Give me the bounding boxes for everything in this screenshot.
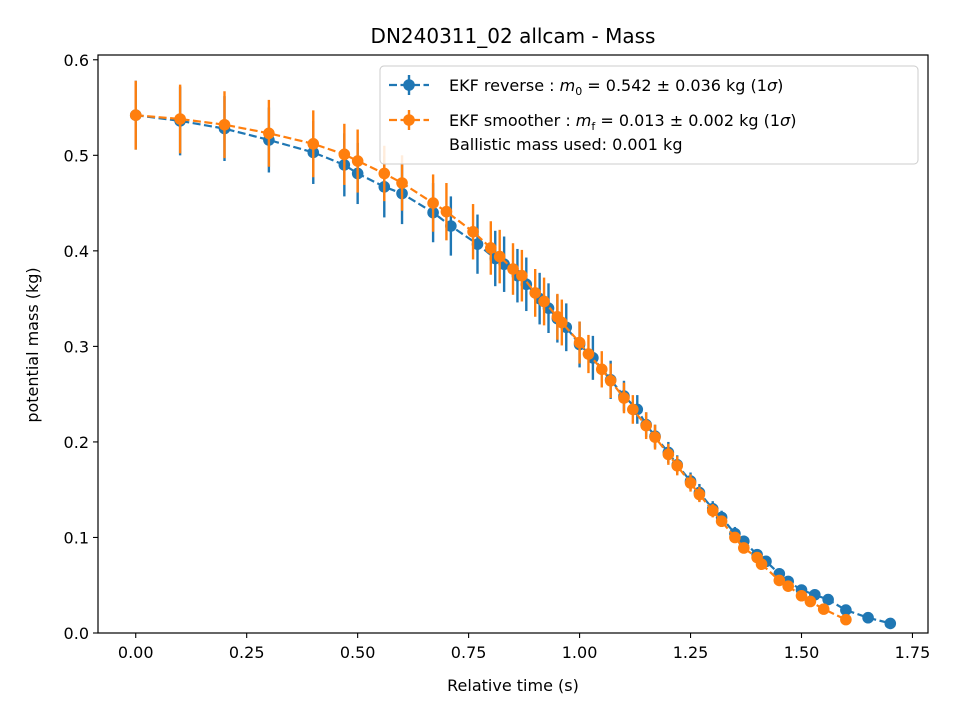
legend-label: EKF reverse : m0 = 0.542 ± 0.036 kg (1σ) <box>449 76 783 98</box>
data-point <box>378 167 391 180</box>
y-axis-ticks: 0.0 0.1 0.2 0.3 0.4 0.5 0.6 <box>64 51 98 643</box>
legend-label-part: f <box>591 120 596 133</box>
legend-marker <box>403 114 415 126</box>
data-point <box>427 197 439 209</box>
data-point <box>396 177 408 189</box>
data-point <box>693 488 706 501</box>
data-point <box>649 431 661 443</box>
data-point <box>263 127 275 140</box>
y-tick-label: 0.5 <box>64 146 89 165</box>
legend-label-part: ) <box>790 111 796 130</box>
legend-label-part: σ <box>780 111 791 130</box>
x-tick-label: 1.75 <box>895 643 931 662</box>
data-point <box>493 250 506 263</box>
data-point <box>604 374 617 387</box>
data-point <box>338 148 351 161</box>
data-point <box>840 604 852 616</box>
legend-label-line2: Ballistic mass used: 0.001 kg <box>449 135 682 154</box>
data-point <box>862 611 874 624</box>
axes-frame <box>97 54 929 634</box>
data-point <box>174 113 186 125</box>
legend-label-part: = 0.013 ± 0.002 kg (1 <box>595 111 780 130</box>
data-point <box>129 109 142 121</box>
data-point <box>671 460 684 472</box>
data-point <box>817 603 830 615</box>
data-point <box>516 269 528 282</box>
data-point <box>782 580 794 592</box>
legend-label-part: ) <box>777 76 783 95</box>
legend-label-part: 0 <box>575 85 582 98</box>
data-point <box>773 574 786 587</box>
data-point <box>351 155 364 167</box>
data-point <box>573 336 586 349</box>
y-tick-label: 0.0 <box>64 624 89 643</box>
x-tick-label: 1.00 <box>562 643 598 662</box>
data-point <box>738 542 750 554</box>
data-point <box>440 205 453 218</box>
x-tick-label: 1.50 <box>784 643 820 662</box>
data-point <box>595 363 608 376</box>
data-point <box>640 419 652 432</box>
legend-label-part: EKF reverse : <box>449 76 560 95</box>
data-point <box>840 613 852 626</box>
data-point <box>795 589 808 602</box>
legend-label-part: m <box>560 76 576 95</box>
series-line <box>135 114 891 625</box>
y-tick-label: 0.1 <box>64 528 89 547</box>
y-tick-label: 0.3 <box>64 337 89 356</box>
series-ekf-smoother <box>129 80 852 626</box>
x-tick-label: 1.25 <box>673 643 709 662</box>
data-point <box>662 448 675 461</box>
legend-label-part: EKF smoother : <box>449 111 576 130</box>
y-tick-label: 0.4 <box>64 242 89 261</box>
legend: EKF reverse : m0 = 0.542 ± 0.036 kg (1σ)… <box>379 65 919 165</box>
data-point <box>755 558 768 571</box>
data-point <box>706 504 719 517</box>
data-point <box>445 220 457 232</box>
data-point <box>218 118 231 131</box>
data-point <box>307 138 320 150</box>
x-tick-label: 0.25 <box>229 643 265 662</box>
data-point <box>471 238 484 250</box>
data-point <box>556 316 568 329</box>
y-tick-label: 0.2 <box>64 433 89 452</box>
legend-box <box>379 65 919 165</box>
data-point <box>538 295 550 308</box>
legend-marker <box>403 79 415 91</box>
data-point <box>507 263 519 275</box>
x-tick-label: 0.50 <box>340 643 376 662</box>
y-axis-label: potential mass (kg) <box>23 267 42 422</box>
data-point <box>520 278 533 291</box>
x-tick-label: 0.00 <box>118 643 154 662</box>
y-tick-label: 0.6 <box>64 51 89 70</box>
data-point <box>684 477 697 489</box>
legend-label-part: = 0.542 ± 0.036 kg (1 <box>582 76 767 95</box>
data-point <box>884 617 897 630</box>
chart-title: DN240311_02 allcam - Mass <box>371 24 656 48</box>
x-tick-label: 0.75 <box>451 643 487 662</box>
plot-area <box>129 80 897 630</box>
data-point <box>804 595 817 608</box>
legend-label-part: m <box>576 111 592 130</box>
legend-label: EKF smoother : mf = 0.013 ± 0.002 kg (1σ… <box>449 111 796 133</box>
data-point <box>627 403 639 416</box>
data-point <box>529 287 541 299</box>
data-point <box>618 392 630 404</box>
legend-label-part: σ <box>767 76 778 95</box>
x-axis-label: Relative time (s) <box>447 676 579 695</box>
data-point <box>822 593 834 606</box>
data-point <box>485 242 497 254</box>
x-axis-ticks: 0.00 0.25 0.50 0.75 1.00 1.25 1.50 1.75 <box>118 633 930 662</box>
data-point <box>729 531 741 544</box>
data-point <box>715 515 728 528</box>
data-point <box>467 225 479 238</box>
data-point <box>582 348 595 360</box>
